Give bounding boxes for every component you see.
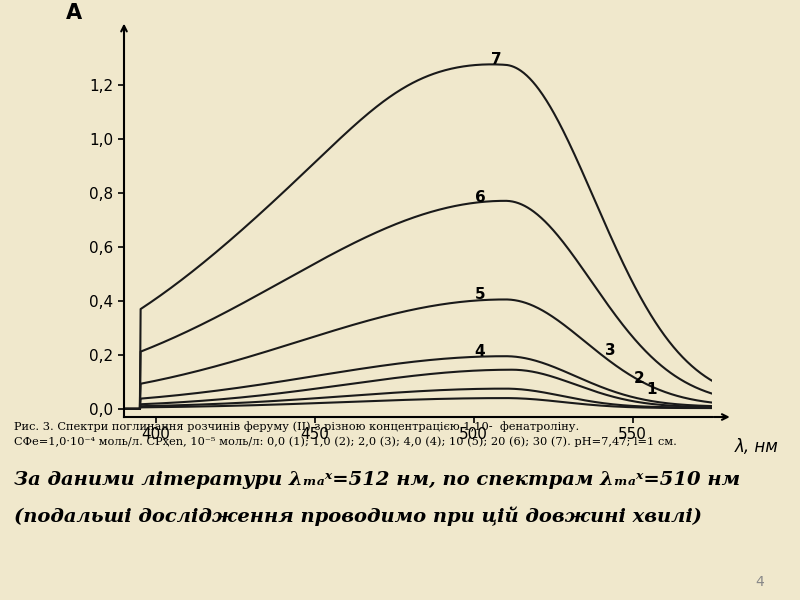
- Text: 3: 3: [605, 343, 616, 358]
- Text: 2: 2: [634, 371, 644, 386]
- Text: 1: 1: [646, 382, 657, 397]
- Text: Рис. 3. Спектри поглинання розчинів феруму (ІІ) з різною концентрацією 1,10-  фе: Рис. 3. Спектри поглинання розчинів феру…: [14, 421, 580, 432]
- Text: 5: 5: [474, 287, 486, 302]
- Text: 7: 7: [490, 52, 501, 67]
- Text: 4: 4: [755, 575, 764, 589]
- Text: 6: 6: [474, 190, 486, 205]
- Text: (подальші дослідження проводимо при цій довжині хвилі): (подальші дослідження проводимо при цій …: [14, 507, 702, 527]
- Text: За даними літератури λₘₐˣ=512 нм, по спектрам λₘₐˣ=510 нм: За даними літератури λₘₐˣ=512 нм, по спе…: [14, 471, 741, 489]
- Text: A: A: [66, 2, 82, 23]
- Text: 4: 4: [474, 344, 486, 359]
- Text: CФе=1,0·10⁻⁴ моль/л. CРҳen, 10⁻⁵ моль/л: 0,0 (1); 1,0 (2); 2,0 (3); 4,0 (4); 10 : CФе=1,0·10⁻⁴ моль/л. CРҳen, 10⁻⁵ моль/л:…: [14, 437, 678, 448]
- Text: λ, нм: λ, нм: [734, 438, 778, 456]
